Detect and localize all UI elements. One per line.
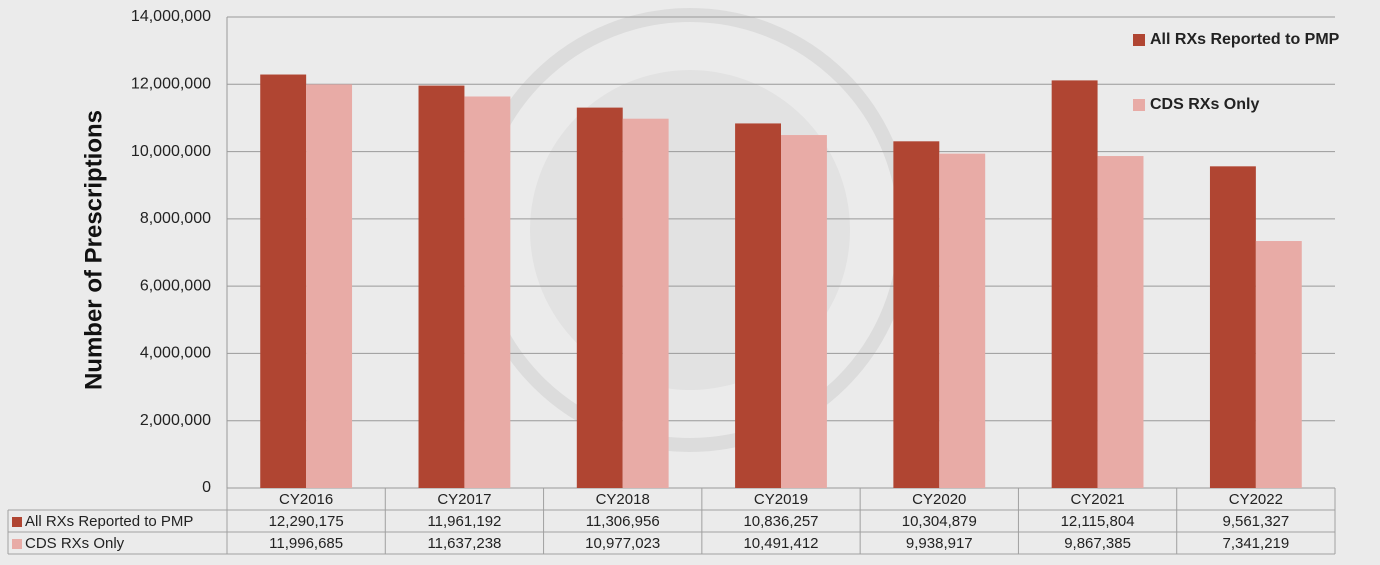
bar bbox=[1209, 166, 1256, 488]
bar bbox=[781, 135, 827, 488]
x-tick-label: CY2021 bbox=[1070, 491, 1124, 508]
y-tick-label: 0 bbox=[202, 479, 211, 496]
bar bbox=[260, 74, 307, 488]
legend-swatch bbox=[1133, 99, 1145, 111]
bar bbox=[418, 85, 465, 489]
bar bbox=[893, 141, 940, 488]
y-tick-label: 4,000,000 bbox=[140, 345, 211, 362]
y-tick-label: 6,000,000 bbox=[140, 277, 211, 294]
y-tick-label: 12,000,000 bbox=[131, 76, 211, 93]
bar bbox=[576, 107, 623, 489]
x-tick-label: CY2016 bbox=[279, 491, 333, 508]
y-tick-label: 10,000,000 bbox=[131, 143, 211, 160]
table-value: 9,938,917 bbox=[906, 535, 973, 552]
x-tick-label: CY2017 bbox=[437, 491, 491, 508]
bar bbox=[939, 153, 986, 488]
bar bbox=[1097, 156, 1144, 489]
y-tick-label: 8,000,000 bbox=[140, 210, 211, 227]
table-value: 10,836,257 bbox=[743, 513, 818, 530]
table-value: 11,637,238 bbox=[427, 535, 501, 552]
table-value: 11,961,192 bbox=[427, 513, 501, 530]
bar bbox=[1051, 80, 1098, 488]
table-series-name: CDS RXs Only bbox=[25, 535, 125, 552]
table-value: 7,341,219 bbox=[1222, 535, 1289, 552]
bar bbox=[464, 96, 511, 489]
table-value: 11,996,685 bbox=[269, 535, 343, 552]
bar bbox=[735, 123, 781, 489]
table-value: 10,304,879 bbox=[902, 513, 977, 530]
y-tick-label: 14,000,000 bbox=[131, 8, 211, 25]
x-tick-label: CY2019 bbox=[754, 491, 808, 508]
bar bbox=[306, 84, 353, 488]
table-value: 10,977,023 bbox=[585, 535, 660, 552]
legend-label: CDS RXs Only bbox=[1150, 96, 1259, 113]
bar bbox=[1255, 241, 1302, 488]
x-tick-label: CY2020 bbox=[912, 491, 966, 508]
bar bbox=[622, 118, 669, 488]
table-series-name: All RXs Reported to PMP bbox=[25, 513, 193, 530]
x-tick-label: CY2018 bbox=[596, 491, 650, 508]
table-value: 11,306,956 bbox=[586, 513, 660, 530]
x-tick-label: CY2022 bbox=[1229, 491, 1283, 508]
table-legend-swatch bbox=[12, 517, 22, 527]
y-tick-label: 2,000,000 bbox=[140, 412, 211, 429]
table-value: 9,561,327 bbox=[1222, 513, 1289, 530]
table-value: 12,115,804 bbox=[1061, 513, 1135, 530]
y-axis-label: Number of Prescriptions bbox=[80, 110, 107, 390]
table-value: 10,491,412 bbox=[743, 535, 818, 552]
table-value: 9,867,385 bbox=[1064, 535, 1131, 552]
legend-label: All RXs Reported to PMP bbox=[1150, 31, 1340, 48]
table-value: 12,290,175 bbox=[269, 513, 344, 530]
legend-swatch bbox=[1133, 34, 1145, 46]
table-legend-swatch bbox=[12, 539, 22, 549]
